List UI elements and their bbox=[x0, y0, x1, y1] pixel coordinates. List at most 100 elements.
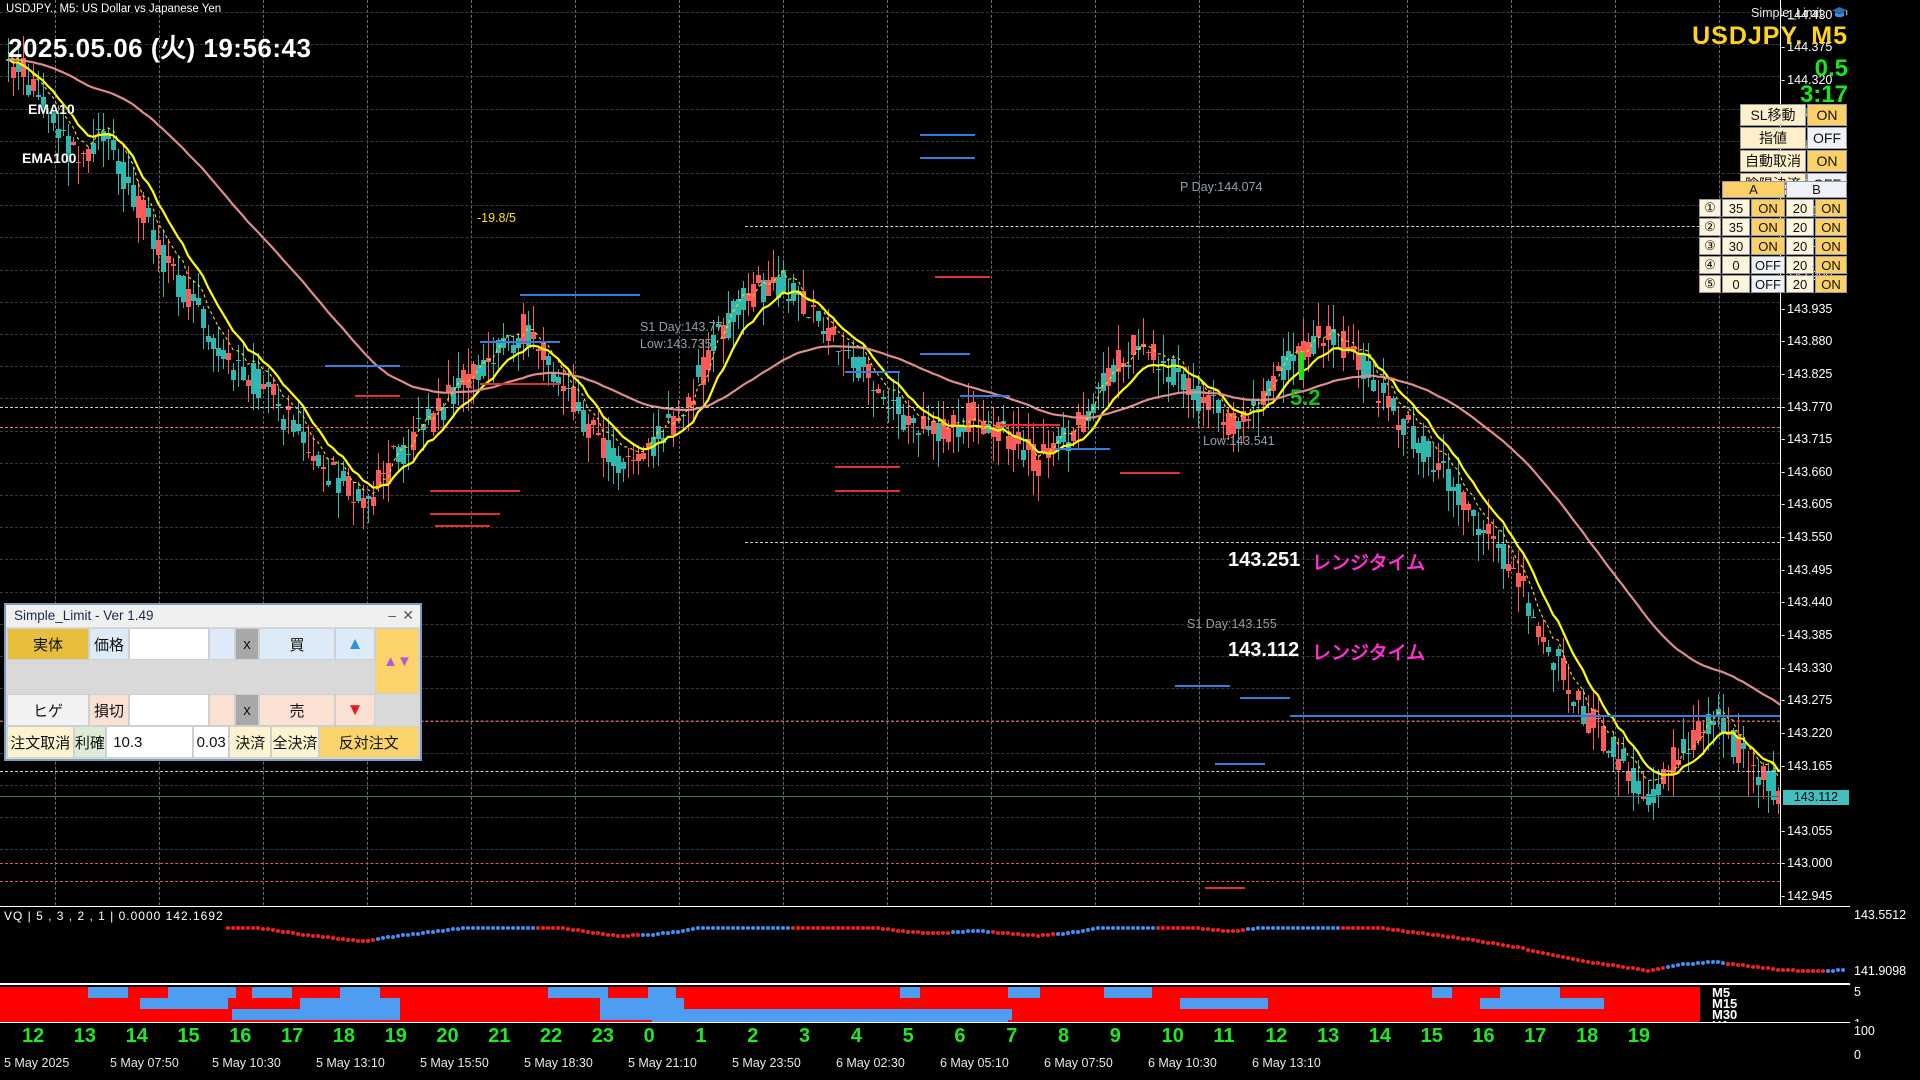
mode-body-button[interactable]: 実体 bbox=[7, 628, 89, 660]
vq-dot bbox=[1726, 961, 1730, 966]
sell-multiplier-x[interactable]: x bbox=[235, 694, 259, 726]
ab-b-state-4[interactable]: ON bbox=[1815, 275, 1847, 293]
vq-dot bbox=[1506, 943, 1510, 948]
hour-label: 17 bbox=[1524, 1025, 1547, 1047]
price-field-label: 価格 bbox=[89, 628, 129, 660]
sell-mult-value[interactable] bbox=[209, 694, 235, 726]
ab-a-state-2[interactable]: ON bbox=[1751, 237, 1785, 255]
vq-dot bbox=[246, 925, 250, 930]
ab-b-value-3[interactable]: 20 bbox=[1786, 256, 1814, 274]
mode-wick-button[interactable]: ヒゲ bbox=[7, 694, 89, 726]
ab-a-state-3[interactable]: OFF bbox=[1751, 256, 1785, 274]
vq-dot bbox=[1731, 962, 1735, 967]
buy-arrow-up-icon[interactable]: ▲ bbox=[335, 628, 375, 660]
vq-dot bbox=[861, 925, 865, 930]
indicator-vq-line[interactable]: VQ | 5 , 3 , 2 , 1 | 0.0000 142.1692 bbox=[0, 906, 1850, 984]
vq-dot bbox=[1476, 939, 1480, 944]
ab-b-value-2[interactable]: 20 bbox=[1786, 237, 1814, 255]
order-marker bbox=[1055, 448, 1110, 451]
vq-dot bbox=[396, 933, 400, 938]
vq-dot bbox=[1186, 925, 1190, 930]
buy-button[interactable]: 買 bbox=[259, 628, 335, 660]
vq-dot bbox=[761, 925, 765, 930]
dialog-titlebar[interactable]: Simple_Limit - Ver 1.49 – ✕ bbox=[6, 605, 420, 627]
buy-mult-value[interactable] bbox=[209, 628, 235, 660]
stoploss-input[interactable] bbox=[129, 694, 209, 726]
toggle-state-0[interactable]: ON bbox=[1807, 104, 1847, 126]
ab-b-state-0[interactable]: ON bbox=[1815, 199, 1847, 217]
lot-size-input[interactable]: 0.03 bbox=[193, 726, 230, 758]
ab-b-state-3[interactable]: ON bbox=[1815, 256, 1847, 274]
toggle-row[interactable]: SL移動 ON bbox=[1740, 104, 1847, 126]
ab-row[interactable]: ⑤ 0 OFF 20 ON bbox=[1699, 275, 1847, 293]
ab-b-value-4[interactable]: 20 bbox=[1786, 275, 1814, 293]
vq-dot bbox=[1086, 927, 1090, 932]
vq-dot bbox=[1111, 925, 1115, 930]
vq-dot bbox=[841, 925, 845, 930]
minimize-icon[interactable]: – bbox=[388, 607, 396, 623]
ab-a-value-1[interactable]: 35 bbox=[1722, 218, 1750, 236]
vq-dot bbox=[1646, 968, 1650, 973]
vq-dot bbox=[676, 929, 680, 934]
ab-row[interactable]: ① 35 ON 20 ON bbox=[1699, 199, 1847, 217]
vq-dot bbox=[1001, 930, 1005, 935]
range-price-upper-price: 143.251 bbox=[1228, 549, 1301, 571]
ea-ab-table[interactable]: A B ① 35 ON 20 ON ② 35 ON 20 ON ③ 30 ON 20 ON ④ 0 OFF 20 ON ⑤ 0… bbox=[1698, 180, 1848, 294]
vq-dot bbox=[1596, 961, 1600, 966]
time-axis[interactable]: 12 13 14 15 16 17 18 19 20 21 22 23 0 1 2 3 4 5 6 7 8 9 10 11 12… bbox=[0, 1022, 1850, 1080]
ab-row[interactable]: ② 35 ON 20 ON bbox=[1699, 218, 1847, 236]
horizontal-gridline bbox=[0, 849, 1850, 851]
price-chart[interactable]: USDJPY., M5: US Dollar vs Japanese Yen 2… bbox=[0, 0, 1850, 905]
takeprofit-input[interactable]: 10.3 bbox=[106, 726, 194, 758]
vq-dot bbox=[891, 927, 895, 932]
simple-limit-dialog[interactable]: Simple_Limit - Ver 1.49 – ✕ 実体 価格 x 買 ▲ … bbox=[4, 603, 422, 761]
close-icon[interactable]: ✕ bbox=[402, 607, 414, 623]
ab-a-value-0[interactable]: 35 bbox=[1722, 199, 1750, 217]
ab-header-a[interactable]: A bbox=[1722, 181, 1785, 198]
vq-dot bbox=[1746, 964, 1750, 969]
vq-dot bbox=[726, 925, 730, 930]
ab-b-state-1[interactable]: ON bbox=[1815, 218, 1847, 236]
reverse-order-button[interactable]: 反対注文 bbox=[318, 726, 420, 758]
vq-dot bbox=[1541, 951, 1545, 956]
toggle-row[interactable]: 自動取消 ON bbox=[1740, 150, 1847, 172]
vq-dot bbox=[306, 933, 310, 938]
vq-dot bbox=[1026, 932, 1030, 937]
ab-header-b[interactable]: B bbox=[1786, 181, 1847, 198]
sell-button[interactable]: 売 bbox=[259, 694, 335, 726]
date-label: 6 May 10:30 bbox=[1148, 1056, 1217, 1070]
price-input[interactable] bbox=[129, 628, 209, 660]
ab-row[interactable]: ④ 0 OFF 20 ON bbox=[1699, 256, 1847, 274]
ab-a-value-3[interactable]: 0 bbox=[1722, 256, 1750, 274]
ab-a-state-0[interactable]: ON bbox=[1751, 199, 1785, 217]
ab-a-state-4[interactable]: OFF bbox=[1751, 275, 1785, 293]
ab-b-value-1[interactable]: 20 bbox=[1786, 218, 1814, 236]
sell-arrow-down-icon[interactable]: ▼ bbox=[335, 694, 375, 726]
close-all-button[interactable]: 全決済 bbox=[271, 726, 319, 758]
toggle-state-2[interactable]: ON bbox=[1807, 150, 1847, 172]
ea-toggle-table[interactable]: SL移動ON指値OFF自動取消ON陰陽決済OFF bbox=[1739, 103, 1848, 196]
vq-dot bbox=[1751, 964, 1755, 969]
close-position-button[interactable]: 決済 bbox=[229, 726, 272, 758]
vq-band-segment bbox=[1452, 987, 1500, 998]
ab-a-value-4[interactable]: 0 bbox=[1722, 275, 1750, 293]
vq-dot bbox=[1181, 925, 1185, 930]
vq-dot bbox=[476, 925, 480, 930]
ab-b-value-0[interactable]: 20 bbox=[1786, 199, 1814, 217]
level-line bbox=[745, 226, 1850, 228]
vq-dot bbox=[831, 925, 835, 930]
toggle-row[interactable]: 指値 OFF bbox=[1740, 127, 1847, 149]
arrow-pair-button[interactable]: ▲▼ bbox=[375, 628, 419, 694]
vq-dot bbox=[1526, 947, 1530, 952]
buy-multiplier-x[interactable]: x bbox=[235, 628, 259, 660]
toggle-state-1[interactable]: OFF bbox=[1807, 127, 1847, 149]
level-line bbox=[0, 721, 1850, 723]
cancel-order-button[interactable]: 注文取消 bbox=[7, 726, 74, 758]
ab-row[interactable]: ③ 30 ON 20 ON bbox=[1699, 237, 1847, 255]
ab-a-state-1[interactable]: ON bbox=[1751, 218, 1785, 236]
vq-dot bbox=[461, 926, 465, 931]
vq-dot bbox=[681, 929, 685, 934]
order-marker bbox=[960, 394, 1010, 397]
ab-b-state-2[interactable]: ON bbox=[1815, 237, 1847, 255]
ab-a-value-2[interactable]: 30 bbox=[1722, 237, 1750, 255]
